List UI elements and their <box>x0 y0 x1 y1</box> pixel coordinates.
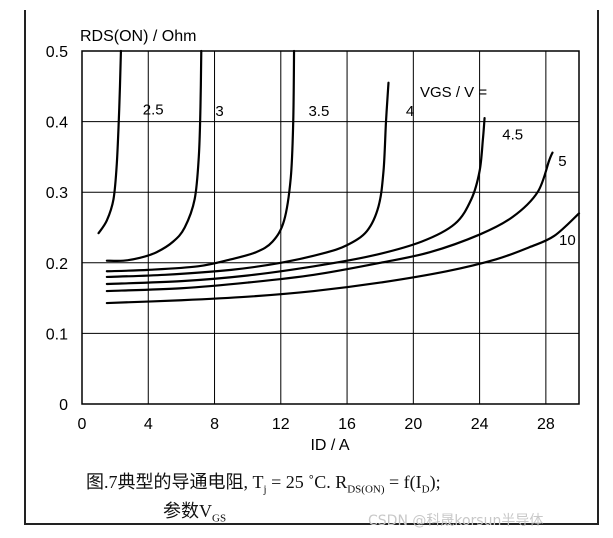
caption-sub-j: j <box>263 483 267 496</box>
tick-labels: 0 4 8 12 16 20 24 28 0 0.1 0.2 0.3 0.4 0.5 <box>46 44 555 433</box>
y-tick-label: 0 <box>59 397 68 414</box>
series-line-vgs-4-5 <box>105 116 486 286</box>
frame-left-border <box>24 10 26 525</box>
x-tick-label: 0 <box>78 416 87 433</box>
caption2-sub-gs: GS <box>212 512 227 525</box>
x-tick-label: 8 <box>210 416 219 433</box>
series-label-vgs-4: 4 <box>406 103 414 120</box>
figure-caption-line1: 图.7典型的导通电阻, Tj = 25 ˚C. RDS(ON) = f(ID); <box>86 468 441 496</box>
x-tick-label: 12 <box>272 416 290 433</box>
series-line-vgs-3-5 <box>105 49 296 273</box>
series-lines: 2.5 3 3.5 4 4.5 5 10 <box>97 49 581 305</box>
series-line-vgs-2-5 <box>97 49 123 235</box>
y-tick-label: 0.5 <box>46 44 68 61</box>
y-tick-label: 0.1 <box>46 326 68 343</box>
plot-area-border <box>81 50 580 405</box>
figure-caption-line2: 参数VGS <box>163 497 226 525</box>
series-label-vgs-10: 10 <box>559 232 576 249</box>
caption-sub-d: D <box>421 483 430 496</box>
frame-bottom-border <box>24 523 599 525</box>
x-tick-label: 24 <box>471 416 489 433</box>
watermark: CSDN @科晟korsun半导体 <box>368 513 544 529</box>
frame-right-border <box>597 10 599 525</box>
y-tick-label: 0.2 <box>46 256 68 273</box>
caption-suffix-b: ); <box>429 472 441 492</box>
grid <box>82 51 579 404</box>
series-label-vgs-3: 3 <box>215 103 223 120</box>
x-tick-label: 28 <box>537 416 555 433</box>
caption2-prefix: 参数V <box>163 501 212 521</box>
series-label-vgs-5: 5 <box>558 153 566 170</box>
x-tick-label: 16 <box>338 416 356 433</box>
series-line-vgs-3 <box>105 49 203 262</box>
x-tick-label: 20 <box>404 416 422 433</box>
caption-prefix: 图.7典型的导通电阻, T <box>86 472 264 492</box>
series-line-vgs-10 <box>105 212 581 305</box>
x-tick-label: 4 <box>144 416 153 433</box>
legend-title: VGS / V = <box>420 84 487 101</box>
x-axis-label: ID / A <box>310 437 349 454</box>
y-tick-label: 0.3 <box>46 185 68 202</box>
caption-sub-dson: DS(ON) <box>347 483 385 496</box>
y-axis-label: RDS(ON) / Ohm <box>80 28 196 45</box>
caption-suffix-a: = f(I <box>384 472 422 492</box>
caption-middle: = 25 ˚C. R <box>266 472 348 492</box>
series-label-vgs-4-5: 4.5 <box>502 126 523 143</box>
series-label-vgs-2-5: 2.5 <box>143 102 164 119</box>
series-line-vgs-4 <box>105 81 390 279</box>
y-tick-label: 0.4 <box>46 115 68 132</box>
series-label-vgs-3-5: 3.5 <box>308 103 329 120</box>
series-line-vgs-5 <box>105 151 554 293</box>
